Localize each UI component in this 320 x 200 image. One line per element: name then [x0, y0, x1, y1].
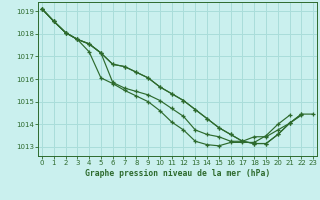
X-axis label: Graphe pression niveau de la mer (hPa): Graphe pression niveau de la mer (hPa) — [85, 169, 270, 178]
